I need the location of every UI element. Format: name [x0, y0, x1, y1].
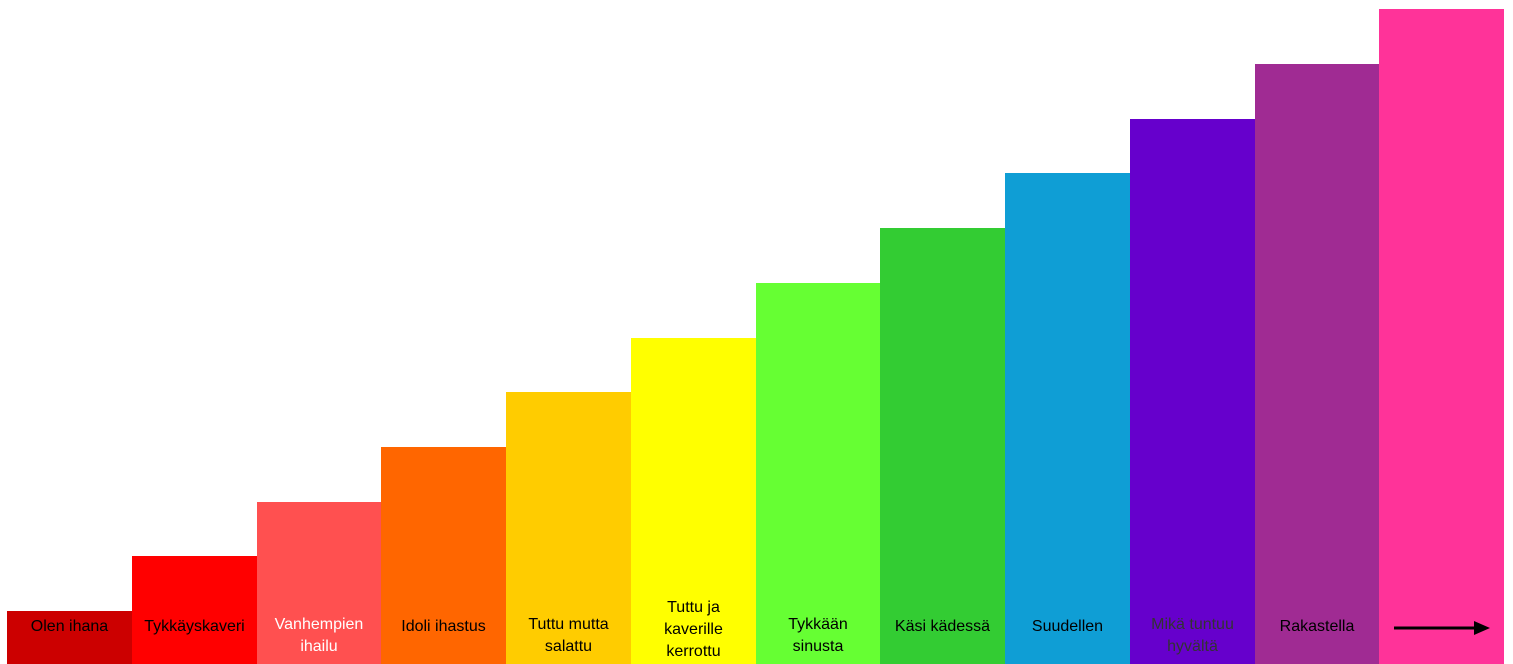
step-3: Vanhempien ihailu [257, 502, 381, 664]
step-7: Tykkään sinusta [756, 283, 880, 664]
step-label: Tykkään sinusta [788, 616, 848, 655]
step-label: Tuttu mutta salattu [528, 616, 609, 655]
step-label: Vanhempien ihailu [274, 616, 364, 655]
step-12 [1379, 9, 1504, 664]
step-4: Idoli ihastus [381, 447, 506, 664]
step-label: Käsi kädessä [894, 618, 991, 635]
step-label: Rakastella [1279, 618, 1355, 635]
step-11: Rakastella [1255, 64, 1379, 664]
step-2: Tykkäyskaveri [132, 556, 257, 664]
step-label: Suudellen [1031, 618, 1104, 635]
step-label: Olen ihana [30, 618, 109, 635]
step-10: Mikä tuntuu hyvältä [1130, 119, 1255, 664]
step-8: Käsi kädessä [880, 228, 1005, 664]
step-5: Tuttu mutta salattu [506, 392, 631, 664]
step-6: Tuttu ja kaverille kerrottu [631, 338, 756, 664]
step-9: Suudellen [1005, 173, 1130, 664]
step-label: Tykkäyskaveri [144, 618, 245, 635]
step-label: Idoli ihastus [401, 618, 486, 635]
step-1: Olen ihana [7, 611, 132, 664]
step-label: Mikä tuntuu hyvältä [1151, 616, 1234, 655]
arrow-right-icon [1379, 618, 1504, 638]
step-label: Tuttu ja kaverille kerrottu [664, 599, 723, 660]
